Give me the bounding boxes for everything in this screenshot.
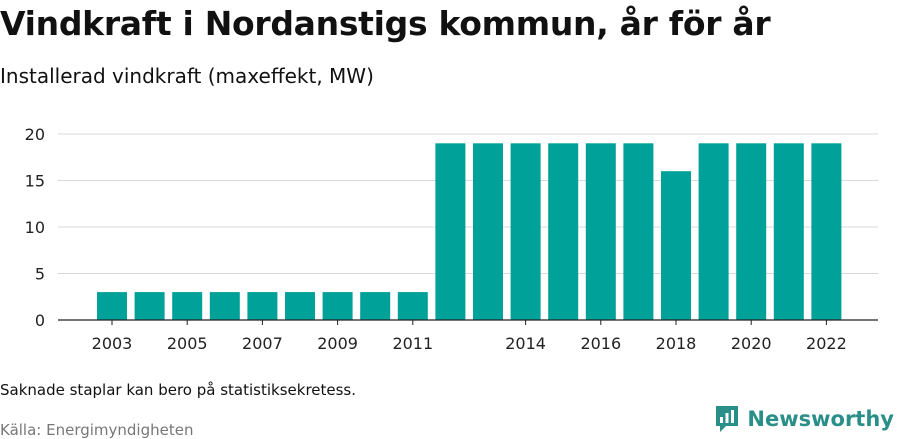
chart-subtitle: Installerad vindkraft (maxeffekt, MW) (0, 64, 374, 88)
bar-2005 (172, 292, 203, 320)
brand-name: Newsworthy (747, 407, 894, 431)
x-tick-label: 2007 (242, 334, 283, 353)
bar-2016 (585, 143, 616, 320)
y-tick-label: 5 (35, 265, 45, 284)
x-tick-label: 2020 (731, 334, 772, 353)
chart-source: Källa: Energimyndigheten (0, 421, 194, 439)
y-tick-label: 10 (25, 218, 45, 237)
bar-2003 (97, 292, 127, 320)
bar-2014 (510, 143, 541, 320)
bar-2013 (473, 143, 503, 320)
x-tick-label: 2014 (505, 334, 546, 353)
x-tick-label: 2016 (580, 334, 621, 353)
y-tick-label: 20 (25, 125, 45, 144)
bar-2012 (435, 143, 466, 320)
bar-2009 (322, 292, 353, 320)
chart-title: Vindkraft i Nordanstigs kommun, år för å… (0, 4, 771, 43)
y-tick-label: 15 (25, 172, 45, 191)
bar-2017 (623, 143, 654, 320)
bar-2019 (698, 143, 729, 320)
bar-2020 (736, 143, 767, 320)
bar-2004 (134, 292, 165, 320)
newsworthy-logo-icon (716, 406, 739, 432)
newsworthy-brand[interactable]: Newsworthy (714, 404, 894, 434)
bar-2021 (773, 143, 804, 320)
x-tick-labels: 2003 2005 2007 2009 2011 2014 2016 2018 2020 2022 (92, 320, 847, 353)
bar-2015 (548, 143, 579, 320)
y-tick-label: 0 (35, 311, 45, 330)
x-tick-label: 2018 (656, 334, 697, 353)
chart-note: Saknade staplar kan bero på statistiksek… (0, 381, 357, 399)
bar-2006 (209, 292, 240, 320)
x-tick-label: 2005 (167, 334, 208, 353)
x-tick-label: 2003 (92, 334, 133, 353)
x-tick-label: 2011 (392, 334, 433, 353)
x-tick-label: 2022 (806, 334, 847, 353)
y-tick-labels: 0 5 10 15 20 (25, 125, 45, 330)
bar-2010 (360, 292, 391, 320)
bar-2011 (397, 292, 428, 320)
bars (97, 143, 842, 320)
bar-2007 (247, 292, 278, 320)
x-tick-label: 2009 (317, 334, 358, 353)
bar-2022 (811, 143, 842, 320)
bar-2008 (285, 292, 315, 320)
bar-2018 (661, 171, 691, 320)
bar-chart: 0 5 10 15 20 2003 2005 2007 2009 2011 2014 2016 201… (25, 125, 878, 353)
